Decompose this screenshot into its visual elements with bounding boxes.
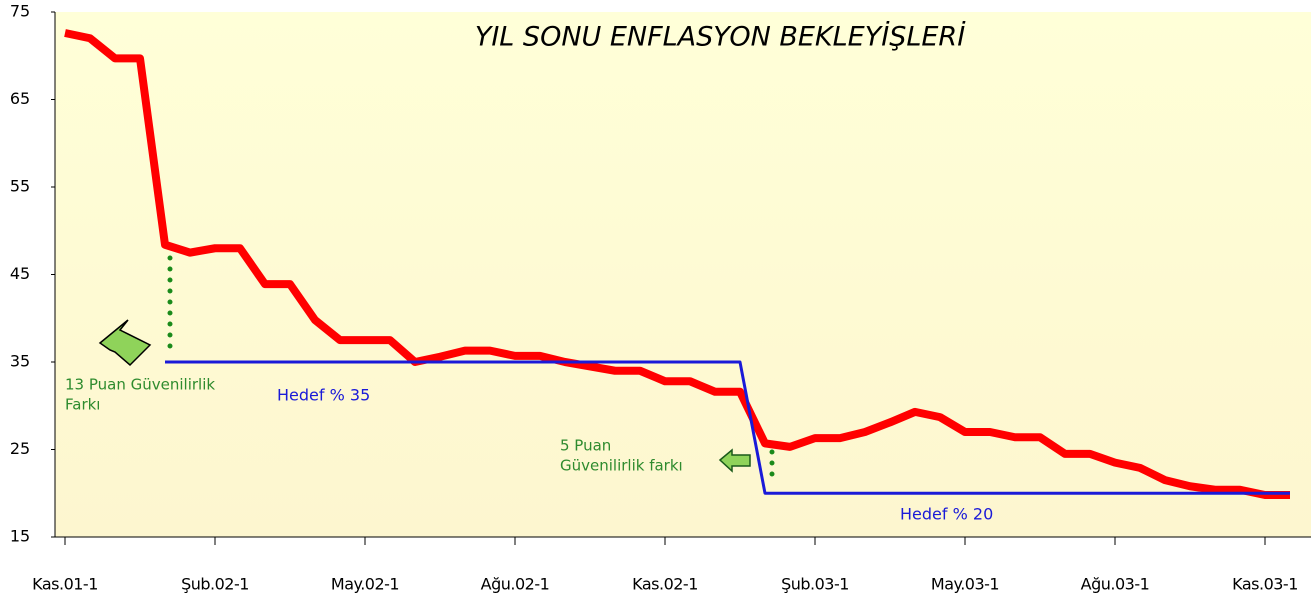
x-tick-label: May.03-1 [931, 575, 999, 594]
annotation: Güvenilirlik farkı [560, 457, 683, 475]
annotation: 13 Puan Güvenilirlik [65, 376, 215, 394]
plot-area [55, 12, 1311, 537]
annotation: 5 Puan [560, 437, 611, 455]
y-tick-label: 25 [10, 439, 30, 458]
arrow [98, 319, 152, 367]
x-tick-label: Kas.02-1 [632, 575, 698, 594]
x-tick-label: Ağu.02-1 [481, 575, 550, 594]
x-tick-label: Ağu.03-1 [1081, 575, 1150, 594]
arrow [718, 448, 751, 473]
annotation: Hedef % 20 [900, 505, 993, 524]
y-tick-label: 75 [10, 2, 30, 21]
x-tick-label: May.02-1 [331, 575, 399, 594]
y-tick-label: 15 [10, 527, 30, 546]
y-tick-label: 35 [10, 352, 30, 371]
x-tick-label: Kas.03-1 [1232, 575, 1298, 594]
x-tick-label: Kas.01-1 [32, 575, 98, 594]
x-tick-label: Şub.03-1 [781, 575, 849, 594]
y-tick-label: 55 [10, 177, 30, 196]
y-tick-label: 65 [10, 89, 30, 108]
x-tick-label: Şub.02-1 [181, 575, 249, 594]
annotation: Farkı [65, 396, 100, 414]
series-line [165, 360, 1290, 495]
y-tick-label: 45 [10, 264, 30, 283]
series-line [64, 29, 1290, 499]
annotation: Hedef % 35 [277, 386, 370, 405]
chart-title: YIL SONU ENFLASYON BEKLEYİŞLERİ [475, 21, 966, 53]
